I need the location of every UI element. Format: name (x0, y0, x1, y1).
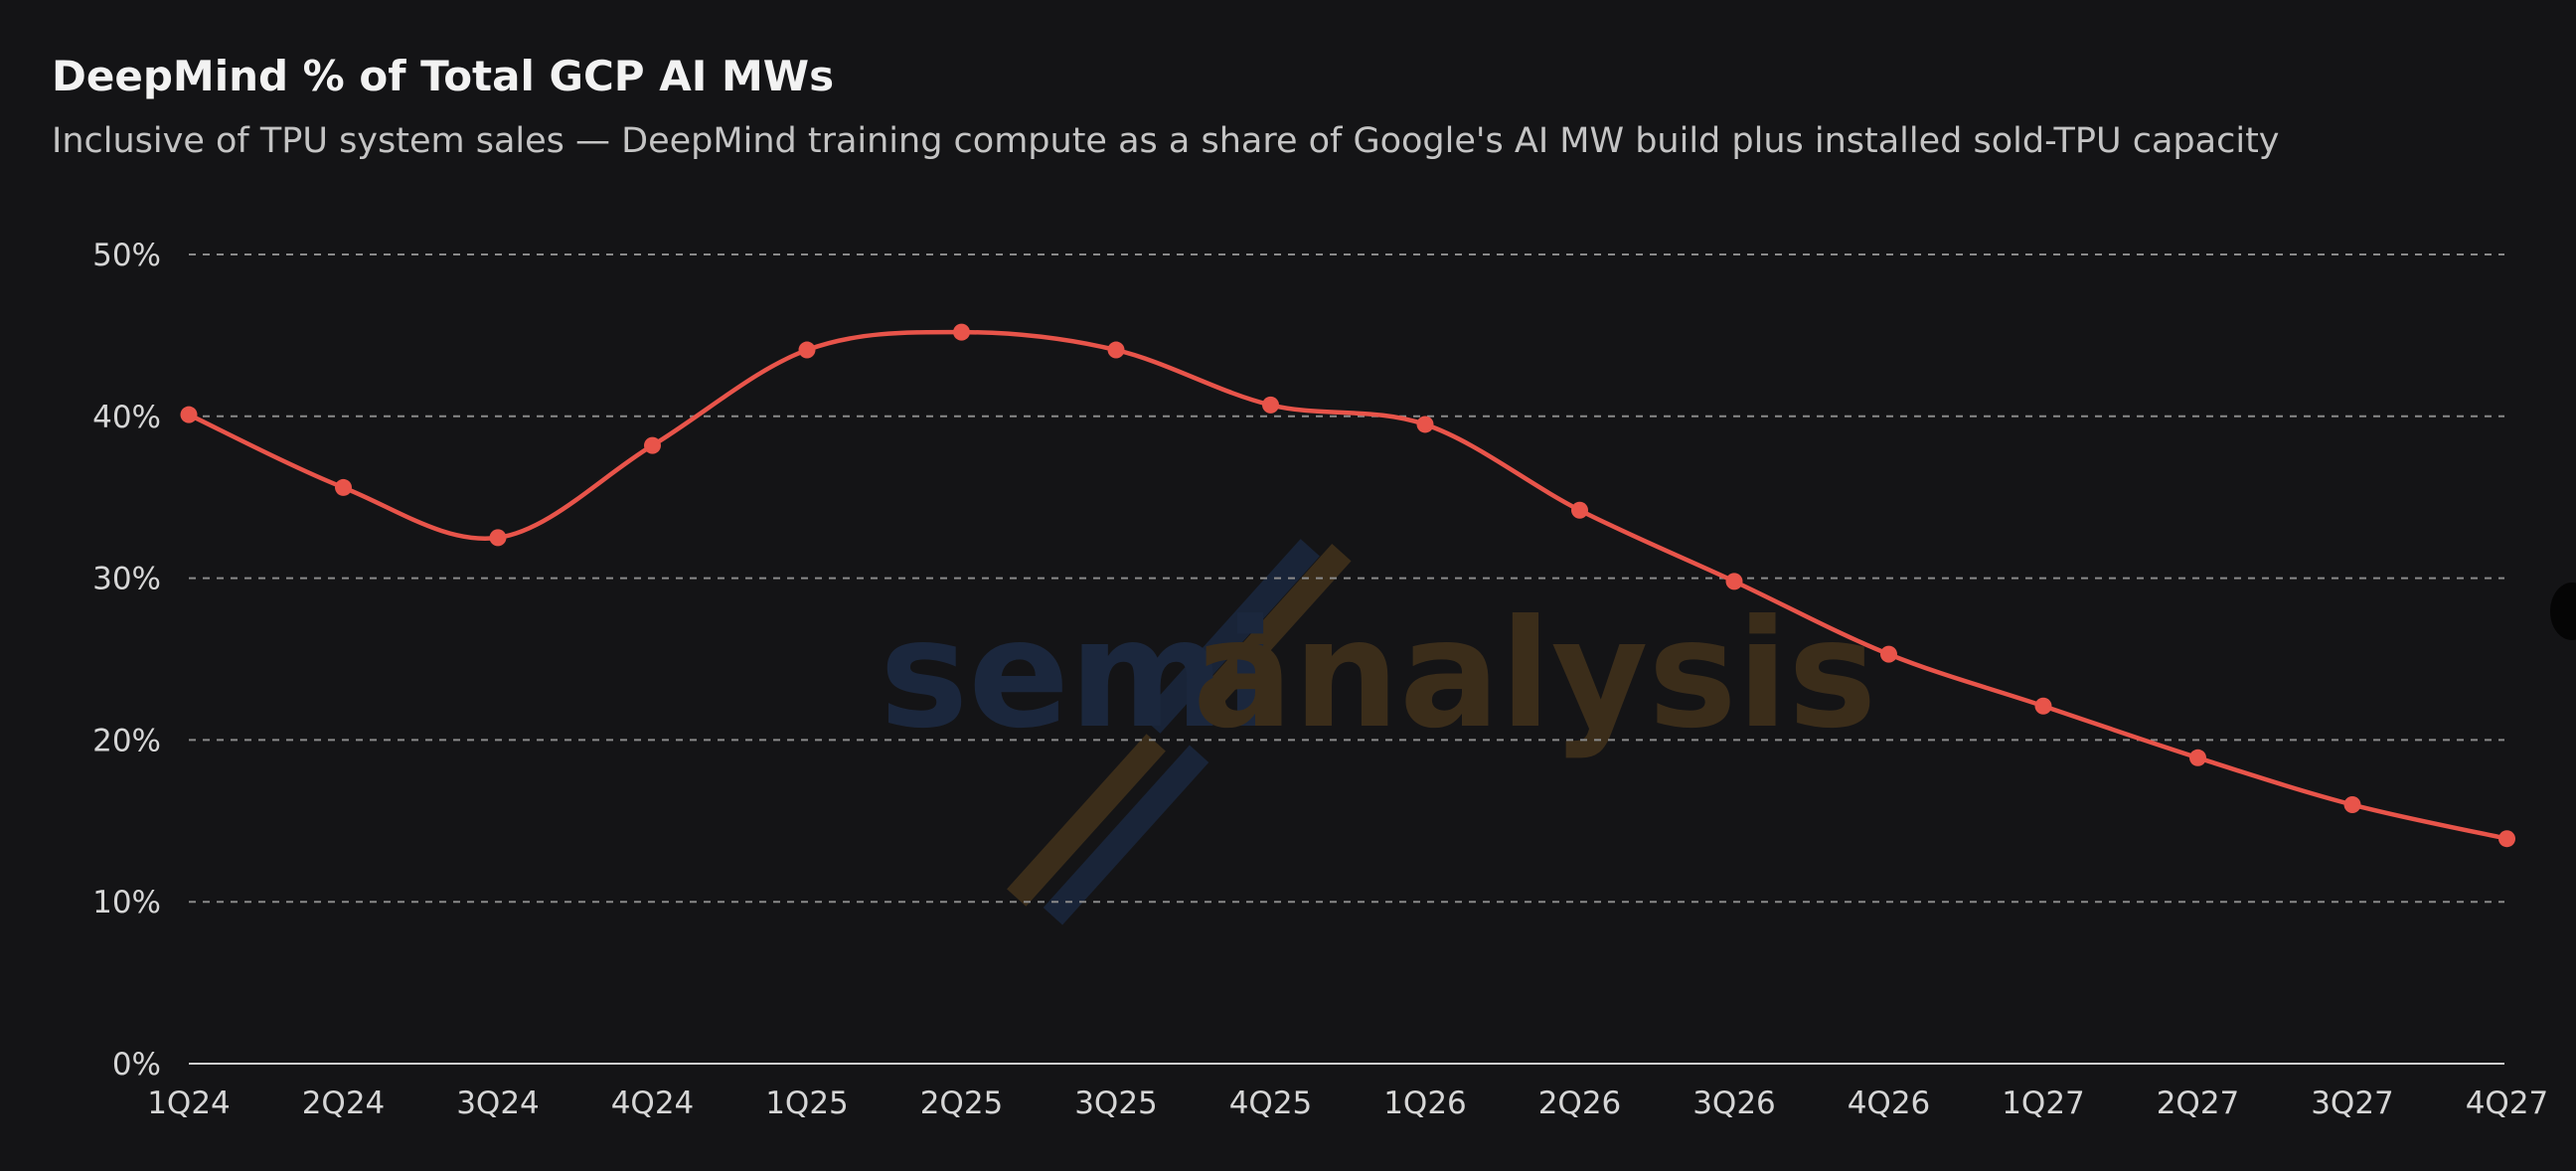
data-point (180, 406, 198, 423)
y-tick-label: 20% (92, 723, 161, 758)
data-point (489, 529, 507, 547)
y-tick-label: 40% (92, 400, 161, 435)
watermark-logo-part-b: analysis (1193, 588, 1876, 761)
grid (189, 253, 2504, 904)
chart-title: DeepMind % of Total GCP AI MWs (52, 52, 835, 100)
x-tick-label: 1Q26 (1383, 1086, 1467, 1121)
data-point (1880, 645, 1897, 663)
data-point (2343, 796, 2361, 814)
x-tick-label: 2Q26 (1538, 1086, 1622, 1121)
data-point (1571, 501, 1588, 519)
data-point (1725, 573, 1743, 590)
watermark-logo-part-a: semi (880, 588, 1276, 761)
x-tick-label: 3Q26 (1692, 1086, 1776, 1121)
x-tick-label: 4Q26 (1848, 1086, 1931, 1121)
x-tick-label: 2Q27 (2157, 1086, 2240, 1121)
y-tick-label: 30% (92, 562, 161, 597)
watermark: semi analysis (880, 539, 1876, 925)
data-point (2034, 697, 2052, 715)
watermark-slash-logo (1141, 539, 1320, 734)
x-tick-label: 3Q27 (2311, 1086, 2394, 1121)
series (180, 323, 2515, 848)
data-point (644, 436, 661, 454)
x-tick-label: 4Q27 (2466, 1086, 2549, 1121)
x-tick-label: 2Q24 (302, 1086, 386, 1121)
watermark-slash-logo (1199, 543, 1352, 710)
x-tick-label: 4Q25 (1229, 1086, 1313, 1121)
x-axis-labels: 1Q24 2Q24 3Q24 4Q24 1Q25 2Q25 3Q25 4Q25 1Q26 2Q26… (147, 1086, 2548, 1121)
watermark-slash-logo (1043, 745, 1209, 925)
x-tick-label: 4Q24 (611, 1086, 695, 1121)
data-point (2189, 749, 2206, 766)
data-point (2498, 830, 2515, 848)
x-tick-label: 1Q25 (765, 1086, 849, 1121)
data-point (1416, 416, 1434, 433)
y-axis-labels: 0% 10% 20% 30% 40% 50% (92, 238, 161, 1083)
chart-subtitle: Inclusive of TPU system sales — DeepMind… (52, 121, 2280, 161)
y-tick-label: 0% (112, 1047, 161, 1083)
watermark-slash-logo (1007, 734, 1166, 907)
data-point (335, 478, 352, 496)
data-point (953, 323, 970, 341)
series-line (186, 329, 2509, 841)
y-tick-label: 10% (92, 885, 161, 920)
x-tick-label: 1Q24 (147, 1086, 231, 1121)
x-tick-label: 3Q24 (456, 1086, 540, 1121)
y-tick-label: 50% (92, 238, 161, 273)
data-point (1262, 396, 1279, 414)
data-point (798, 341, 816, 359)
x-tick-label: 3Q25 (1074, 1086, 1158, 1121)
x-tick-label: 2Q25 (920, 1086, 1004, 1121)
data-point (1107, 341, 1125, 359)
x-tick-label: 1Q27 (2002, 1086, 2085, 1121)
